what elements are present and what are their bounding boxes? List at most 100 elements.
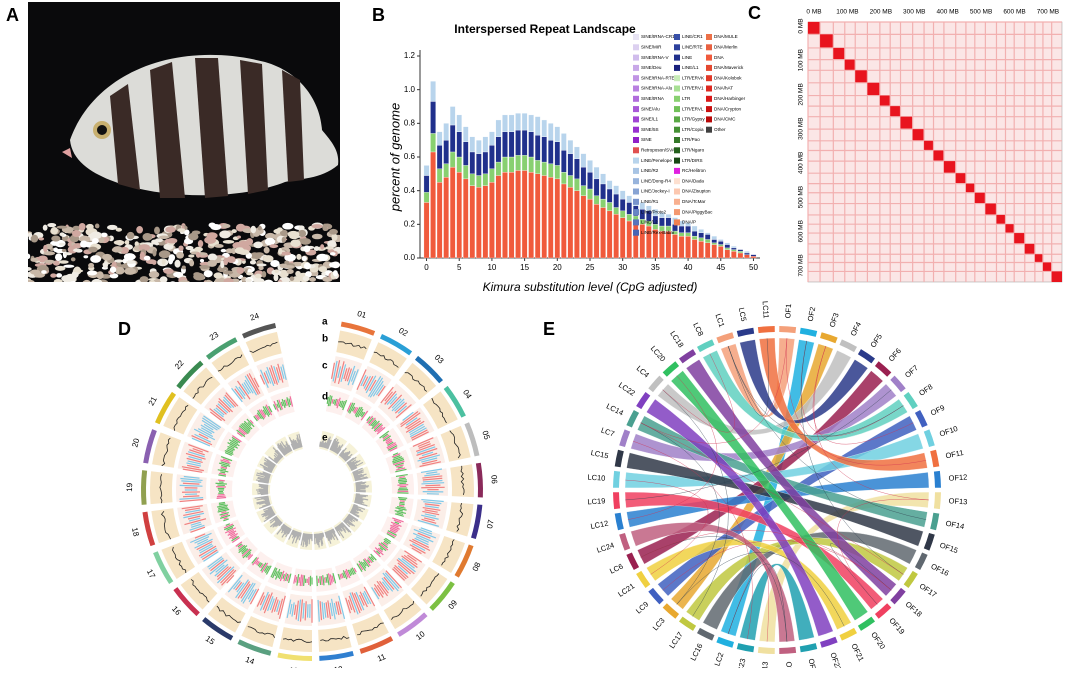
hic-diagonal-block (966, 184, 975, 193)
bar-segment (699, 229, 704, 232)
gravel (71, 257, 76, 261)
karyotype-arc (758, 647, 775, 654)
gravel (79, 223, 86, 231)
gravel (189, 260, 194, 267)
gravel (112, 247, 123, 252)
gravel (214, 244, 223, 248)
legend-swatch (633, 178, 639, 184)
legend-label: DNA/TcMar (682, 199, 706, 204)
legend-label: LTR/ERVL (682, 106, 704, 111)
chromosome-label: 17 (145, 568, 157, 581)
bar-segment (685, 233, 690, 236)
gravel (320, 244, 324, 249)
bar-segment (587, 172, 592, 189)
bar-segment (437, 169, 442, 182)
bar-segment (535, 117, 540, 136)
legend-label: Other (714, 127, 726, 132)
gravel (152, 249, 156, 256)
legend-label: DNA/Harbinger (714, 96, 746, 101)
gravel (208, 254, 217, 261)
gravel (30, 258, 38, 262)
karyotype-arc (875, 603, 891, 618)
bar-segment (633, 223, 638, 258)
karyotype-label: OF15 (939, 541, 960, 556)
legend-swatch (674, 209, 680, 215)
gravel (110, 267, 116, 273)
legend-label: SINE/L1 (641, 117, 659, 122)
bar-segment (614, 208, 619, 215)
chromosome-label: 01 (356, 309, 368, 320)
legend-swatch (633, 44, 639, 50)
karyotype-arc (820, 637, 838, 648)
legend-label: DNA/Dada (682, 178, 704, 183)
chromosome-label: 03 (433, 353, 446, 366)
gravel (200, 259, 204, 263)
legend-swatch (706, 44, 712, 50)
hic-x-tick-label: 0 MB (806, 9, 821, 16)
karyotype-arc (679, 617, 696, 631)
gravel (30, 269, 40, 274)
gravel (26, 254, 30, 259)
bar-segment (555, 179, 560, 258)
bar-segment (581, 154, 586, 167)
legend-swatch (706, 55, 712, 61)
gravel (277, 280, 282, 288)
karyotype-label: OF19 (887, 616, 906, 636)
track-b-bg (152, 432, 181, 467)
karyotype-arc (890, 588, 905, 604)
bar-segment (738, 250, 743, 252)
bar-segment (529, 115, 534, 132)
bar-segment (444, 123, 449, 140)
track-c-bg (178, 442, 213, 473)
karyotype-arc (636, 571, 650, 588)
hic-diagonal-block (996, 215, 1005, 224)
legend-swatch (706, 106, 712, 112)
karyotype-label: OF3 (828, 312, 841, 329)
legend-swatch (674, 178, 680, 184)
legend-label: LTR/Ngaro (682, 148, 705, 153)
bar-segment (450, 107, 455, 126)
hic-x-tick-label: 600 MB (1003, 9, 1025, 16)
legend-label: SINE/tRNA-RTE (641, 75, 675, 80)
bar-segment (718, 241, 723, 244)
legend-label: LTR (682, 96, 691, 101)
bar-segment (659, 218, 664, 226)
bar-segment (542, 176, 547, 258)
gravel (246, 272, 253, 275)
karyotype-arc (800, 328, 817, 337)
karyotype-label: LC15 (590, 448, 609, 460)
bar-segment (457, 132, 462, 157)
track-d-bar (398, 498, 407, 499)
legend-label: SINE/tRNA-Alu (641, 86, 673, 91)
legend-swatch (633, 230, 639, 236)
bar-segment (430, 81, 435, 101)
karyotype-label: LC3 (651, 616, 667, 632)
chromosome-label: 07 (485, 518, 496, 529)
bar-segment (692, 226, 697, 231)
gravel (264, 247, 270, 254)
legend-label: DNA/Merlin (714, 45, 738, 50)
karyotype-label: LC16 (688, 642, 704, 662)
bar-segment (542, 120, 547, 137)
karyotype-arc (930, 513, 939, 530)
bar-segment (502, 132, 507, 157)
bar-segment (607, 181, 612, 189)
karyotype-label: OF2 (806, 306, 818, 322)
bar-segment (712, 245, 717, 258)
gravel (162, 259, 166, 265)
gravel (330, 252, 336, 255)
legend-label: LTR/ERV1 (682, 86, 704, 91)
gravel (159, 236, 169, 239)
bar-segment (542, 162, 547, 175)
karyotype-label: OF24 (784, 661, 794, 668)
chromosome-label: 09 (447, 598, 460, 611)
karyotype-arc (716, 637, 734, 648)
track-b-bg (336, 330, 372, 359)
gravel (188, 254, 194, 257)
legend-swatch (674, 96, 680, 102)
bar-segment (535, 174, 540, 258)
bar-segment (712, 236, 717, 239)
bar-segment (659, 231, 664, 258)
legend-label: SINE/Alu (641, 106, 660, 111)
bar-segment (705, 243, 710, 258)
